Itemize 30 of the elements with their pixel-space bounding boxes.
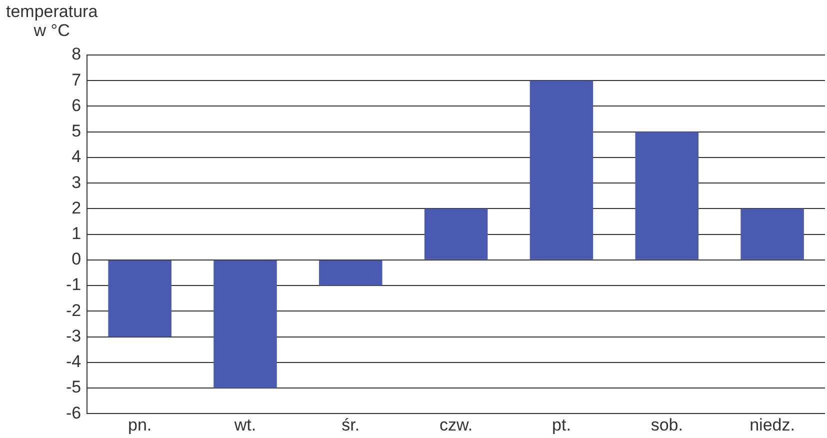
y-axis-title: temperatura w °C [6, 2, 98, 40]
y-tick-label: 4 [72, 147, 82, 166]
y-tick-label: 5 [72, 122, 82, 141]
x-tick-label: sob. [650, 415, 683, 434]
bar [108, 260, 172, 337]
x-tick-label: pn. [128, 415, 152, 434]
y-tick-label: 0 [72, 250, 82, 269]
bar [214, 260, 277, 388]
x-tick-label: wt. [233, 415, 256, 434]
y-tick-label: 2 [72, 198, 82, 218]
bar [635, 132, 699, 260]
x-tick-label: czw. [440, 415, 473, 434]
y-tick-label: 3 [72, 172, 82, 192]
y-tick-label: 8 [72, 44, 82, 64]
y-tick-label: -6 [66, 403, 82, 422]
y-tick-label: -1 [66, 275, 82, 294]
y-tick-label: 7 [72, 70, 82, 90]
y-tick-label: 6 [72, 96, 82, 115]
bar [530, 80, 594, 260]
y-tick-label: -2 [66, 300, 82, 320]
x-tick-label: pt. [552, 415, 571, 434]
y-tick-label: 1 [72, 224, 82, 243]
bar [319, 260, 382, 286]
x-tick-label: śr. [342, 415, 360, 434]
bar [740, 208, 804, 260]
y-tick-label: -4 [66, 352, 82, 372]
y-tick-label: -5 [66, 378, 82, 397]
x-tick-label: niedz. [750, 415, 795, 434]
bar [424, 208, 488, 260]
y-tick-label: -3 [66, 326, 82, 346]
